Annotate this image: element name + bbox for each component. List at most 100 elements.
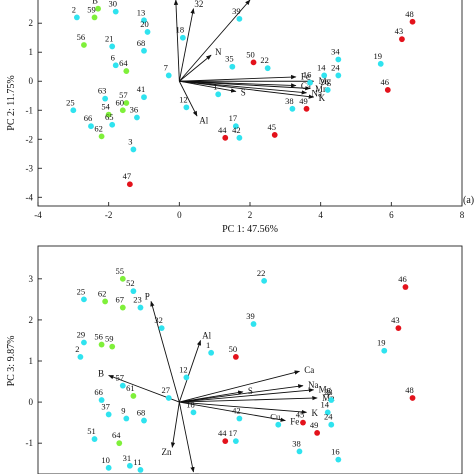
loading-label: Fe: [290, 416, 299, 426]
sample-point: [137, 466, 144, 473]
sample-label: 26: [320, 77, 329, 87]
sample-label: 42: [232, 406, 241, 416]
sample-point: [141, 417, 147, 424]
sample-point: [395, 325, 402, 332]
sample-point: [123, 68, 130, 74]
sample-point: [328, 421, 335, 428]
sample-label: 35: [225, 54, 234, 64]
sample-label: 19: [377, 338, 386, 348]
loading-vector: [173, 0, 180, 82]
loading-vector: [150, 300, 180, 403]
sample-point: [81, 339, 87, 346]
loading-label: Fe: [301, 72, 310, 82]
sample-label: 2: [72, 4, 76, 14]
sample-point: [321, 72, 328, 79]
y-tick-label: 2: [29, 18, 34, 28]
sample-point: [158, 325, 165, 332]
loading-vector: [179, 80, 315, 99]
sample-point: [222, 438, 229, 445]
sample-label: 57: [116, 373, 125, 383]
sample-point: [95, 5, 101, 12]
sample-point: [229, 63, 236, 70]
sample-point: [261, 277, 268, 284]
sample-point: [130, 393, 137, 399]
sample-label: 68: [137, 408, 146, 418]
sample-label: 44: [218, 125, 227, 135]
sample-point: [98, 341, 105, 348]
sample-label: 25: [66, 97, 75, 107]
sample-point: [119, 275, 126, 282]
loading-label: P: [145, 292, 150, 302]
sample-point: [183, 374, 190, 381]
sample-point: [402, 284, 409, 290]
sample-label: 43: [395, 26, 404, 36]
sample-point: [314, 430, 321, 436]
sample-point: [112, 8, 119, 15]
sample-point: [91, 436, 98, 442]
sample-label: 24: [324, 412, 333, 422]
sample-label: 29: [77, 330, 86, 340]
sample-label: 19: [373, 51, 382, 61]
loading-vector: [179, 74, 297, 82]
loading-label: B: [98, 369, 104, 379]
x-axis-title: PC 1: 47.56%: [222, 224, 278, 235]
sample-point: [222, 134, 229, 141]
sample-label: 45: [267, 122, 276, 132]
sample-label: 22: [260, 55, 269, 65]
sample-label: 67: [116, 295, 125, 305]
loading-label: Mn: [315, 84, 328, 94]
loading-vector: [179, 401, 308, 415]
sample-point: [123, 100, 130, 106]
y-tick-label: -4: [26, 192, 34, 202]
sample-point: [98, 133, 105, 140]
sample-point: [399, 36, 405, 43]
sample-label: 49: [299, 96, 308, 106]
loading-vector: [179, 80, 311, 91]
sample-point: [109, 43, 116, 50]
sample-label: 68: [137, 38, 146, 48]
sample-point: [137, 304, 144, 311]
sample-label: 27: [161, 385, 170, 395]
sample-label: 39: [246, 311, 255, 321]
loading-label: K: [312, 408, 319, 418]
x-tick-label: 8: [460, 210, 465, 220]
sample-label: 30: [108, 0, 117, 9]
sample-point: [130, 288, 137, 295]
sample-point: [232, 353, 239, 360]
sample-label: 66: [84, 113, 93, 123]
sample-point: [328, 397, 335, 403]
sample-label: 11: [133, 457, 141, 467]
sample-point: [208, 349, 215, 356]
sample-point: [126, 462, 133, 469]
x-tick-label: 2: [248, 210, 253, 220]
sample-label: 41: [137, 84, 146, 94]
loading-vector: [179, 80, 308, 95]
sample-label: 16: [303, 70, 312, 80]
sample-label: 59: [105, 334, 114, 344]
sample-label: 2: [75, 344, 79, 354]
loading-label: Mg: [319, 384, 332, 394]
sample-label: 64: [112, 430, 121, 440]
y-tick-label: 0: [29, 76, 34, 86]
sample-label: 66: [94, 387, 103, 397]
sample-label: 48: [405, 9, 414, 19]
sample-label: 56: [94, 332, 103, 342]
loading-vector: [178, 339, 201, 403]
sample-label: 63: [98, 86, 107, 96]
loading-label: Al: [199, 116, 208, 126]
sample-label: 17: [229, 428, 238, 438]
sample-label: 62: [94, 123, 103, 133]
sample-label: 6: [111, 52, 115, 62]
sample-label: 32: [154, 315, 163, 325]
sample-point: [232, 123, 239, 130]
loading-label: Na: [308, 380, 319, 390]
sample-label: 56: [77, 32, 86, 42]
loading-vector: [179, 54, 212, 82]
sample-label: 52: [126, 278, 135, 288]
sample-label: 21: [105, 33, 114, 43]
sample-label: 16: [331, 447, 340, 457]
sample-label: 14: [320, 399, 329, 409]
loading-label: Na: [312, 88, 323, 98]
loading-vector: [179, 395, 318, 403]
